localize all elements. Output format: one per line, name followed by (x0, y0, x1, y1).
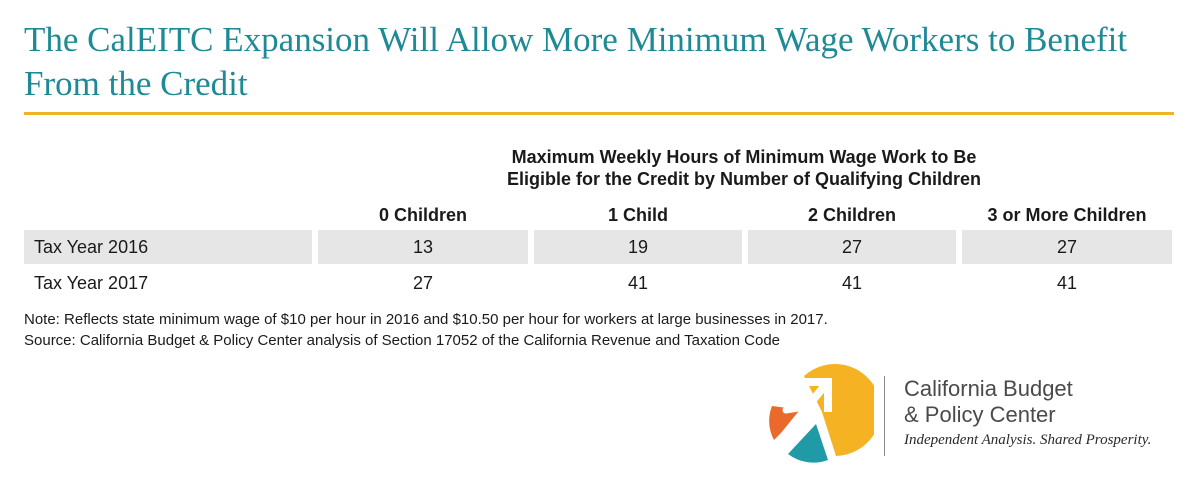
logo-divider (884, 376, 885, 456)
org-tagline: Independent Analysis. Shared Prosperity. (904, 432, 1152, 448)
chart-source: Source: California Budget & Policy Cente… (24, 332, 781, 349)
logo-teal-segment (788, 424, 828, 463)
org-name-line-1: California Budget (904, 376, 1073, 401)
table-cell: 27 (412, 273, 434, 293)
table-cell: 41 (627, 273, 649, 293)
logo-arrow-shaft (778, 381, 830, 441)
table-cell: 27 (841, 237, 863, 257)
chart-title: The CalEITC Expansion Will Allow More Mi… (24, 20, 1128, 103)
row-band-label (24, 230, 312, 264)
org-name-line-2: & Policy Center (904, 402, 1056, 427)
row-band-cell (534, 230, 742, 264)
chart-note: Note: Reflects state minimum wage of $10… (24, 311, 828, 328)
column-header-3-or-more-children: 3 or More Children (987, 205, 1147, 225)
table-cell: 19 (627, 237, 649, 257)
row-band-cell (748, 230, 956, 264)
column-header-0-children: 0 Children (378, 205, 467, 225)
table-cell: 41 (1056, 273, 1078, 293)
logo-orange-segment (769, 406, 804, 440)
column-header-2-children: 2 Children (807, 205, 896, 225)
row-label-tax-year-2017: Tax Year 2017 (34, 273, 149, 293)
column-header-1-child: 1 Child (607, 205, 668, 225)
table-group-header: Maximum Weekly Hours of Minimum Wage Wor… (318, 146, 1170, 190)
group-header-line-1: Maximum Weekly Hours of Minimum Wage Wor… (511, 147, 977, 167)
group-header-line-2: Eligible for the Credit by Number of Qua… (506, 169, 982, 189)
org-name: California Budget & Policy Center (904, 376, 1073, 428)
logo-arrow-head (798, 378, 832, 412)
cbpc-logo-icon (764, 364, 874, 463)
title-underline (24, 112, 1174, 115)
table-cell: 41 (841, 273, 863, 293)
row-label-tax-year-2016: Tax Year 2016 (34, 237, 149, 257)
table-cell: 27 (1056, 237, 1078, 257)
table-cell: 13 (412, 237, 434, 257)
row-band-cell (962, 230, 1172, 264)
row-band-cell (318, 230, 528, 264)
